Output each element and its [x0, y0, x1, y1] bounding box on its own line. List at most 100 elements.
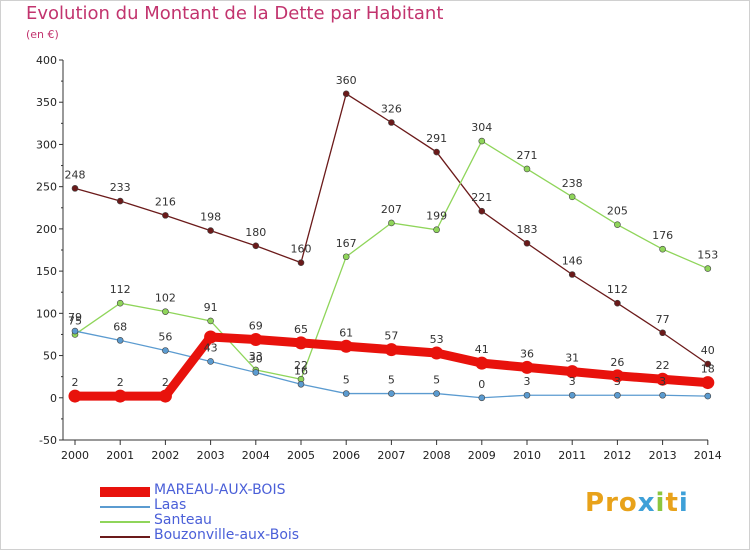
data-point [433, 390, 440, 397]
data-label: 167 [336, 237, 357, 250]
data-label: 43 [204, 341, 218, 354]
data-point [478, 207, 486, 215]
legend-swatch [100, 487, 150, 497]
data-point [659, 391, 666, 399]
data-point [478, 137, 486, 145]
y-tick-label: 0 [50, 392, 57, 405]
data-point [430, 346, 444, 360]
data-labels: 2482332161981801603603262912211831461127… [65, 74, 719, 391]
data-point [158, 389, 172, 403]
data-point [520, 360, 534, 374]
data-label: 291 [426, 132, 447, 145]
data-label: 79 [68, 311, 82, 324]
data-label: 176 [652, 229, 673, 242]
data-label: 238 [562, 177, 583, 190]
data-label: 199 [426, 210, 447, 223]
data-point [342, 390, 350, 397]
data-point [207, 358, 214, 365]
data-label: 216 [155, 195, 176, 208]
series-santeau [71, 137, 712, 383]
x-tick-label: 2012 [603, 449, 631, 462]
data-point [388, 390, 395, 397]
data-point [249, 333, 263, 347]
data-label: 16 [294, 364, 308, 377]
x-tick-label: 2014 [694, 449, 722, 462]
data-label: 2 [162, 376, 169, 389]
data-label: 31 [565, 352, 579, 365]
data-point [204, 330, 218, 344]
data-point [162, 347, 169, 354]
data-label: 22 [294, 359, 308, 372]
data-point [704, 392, 712, 400]
legend-label: Bouzonville-aux-Bois [154, 527, 300, 543]
data-label: 153 [697, 249, 718, 262]
data-point [113, 389, 127, 403]
legend-label: Santeau [154, 512, 212, 528]
data-label: 36 [520, 347, 534, 360]
series-line [74, 92, 709, 365]
data-point [116, 197, 124, 205]
data-point [384, 343, 398, 357]
data-point [116, 337, 124, 344]
legend-label: MAREAU-AUX-BOIS [154, 482, 286, 498]
data-point [252, 242, 260, 250]
data-point [71, 327, 79, 335]
data-point [294, 336, 308, 350]
x-tick-label: 2009 [468, 449, 496, 462]
data-label: 205 [607, 205, 628, 218]
data-label: 26 [610, 356, 624, 369]
y-tick-label: 350 [36, 96, 57, 109]
data-point [297, 380, 305, 388]
proxiti-logo: Proxiti [585, 488, 689, 518]
data-label: 271 [517, 149, 538, 162]
data-point [704, 265, 712, 272]
data-point [68, 389, 82, 403]
data-label: 160 [291, 243, 312, 256]
data-label: 221 [471, 191, 492, 204]
x-tick-label: 2003 [197, 449, 225, 462]
chart-subtitle: (en €) [26, 28, 59, 41]
data-point [656, 372, 670, 386]
data-point [523, 239, 531, 247]
data-label: 40 [701, 344, 715, 357]
y-tick-label: 200 [36, 223, 57, 236]
data-label: 5 [388, 374, 395, 387]
data-point [162, 308, 169, 315]
x-tick-label: 2006 [332, 449, 360, 462]
data-point [475, 356, 489, 370]
data-point [162, 212, 169, 219]
data-label: 68 [113, 320, 127, 333]
data-label: 326 [381, 102, 402, 115]
y-tick-label: -50 [39, 434, 57, 447]
x-tick-label: 2007 [377, 449, 405, 462]
legend-swatch [100, 506, 150, 508]
data-point [207, 227, 214, 234]
data-label: 75 [68, 314, 82, 327]
data-label: 3 [569, 375, 576, 388]
data-point [297, 259, 305, 266]
x-tick-label: 2010 [513, 449, 541, 462]
data-point [433, 226, 440, 234]
series-laas [71, 327, 712, 402]
data-label: 183 [517, 223, 538, 236]
x-tick-label: 2001 [106, 449, 134, 462]
data-point [610, 369, 624, 383]
data-point [568, 391, 576, 399]
data-label: 61 [339, 326, 353, 339]
data-point [523, 165, 531, 173]
x-tick-label: 2013 [649, 449, 677, 462]
data-point [252, 369, 260, 376]
series-mareau-aux-bois [68, 330, 715, 403]
data-point [568, 271, 576, 278]
data-point [433, 148, 440, 156]
y-tick-label: 150 [36, 265, 57, 278]
data-point [701, 376, 715, 390]
x-tick-label: 2004 [242, 449, 270, 462]
data-point [116, 299, 124, 307]
data-label: 33 [249, 350, 263, 363]
data-point [704, 360, 712, 368]
data-point [523, 391, 531, 399]
data-point [478, 394, 486, 402]
